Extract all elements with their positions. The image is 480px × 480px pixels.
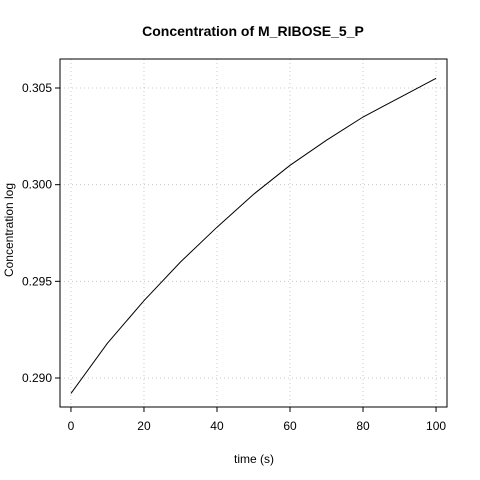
x-tick-label: 80 [356, 419, 370, 433]
x-tick-label: 0 [68, 419, 75, 433]
y-axis-label: Concentration log [2, 183, 16, 277]
y-tick-label: 0.295 [22, 274, 52, 288]
y-tick-label: 0.300 [22, 178, 52, 192]
x-tick-label: 60 [283, 419, 297, 433]
x-axis-label: time (s) [234, 452, 274, 466]
x-tick-label: 20 [137, 419, 151, 433]
plot-frame [59, 58, 448, 408]
grid [60, 59, 447, 407]
x-axis: 0 20 40 60 80 100 [68, 407, 446, 433]
y-tick-label: 0.305 [22, 81, 52, 95]
chart-title: Concentration of M_RIBOSE_5_P [142, 23, 364, 39]
y-tick-label: 0.290 [22, 371, 52, 385]
x-tick-label: 40 [210, 419, 224, 433]
series-line [70, 77, 437, 394]
x-tick-label: 100 [426, 419, 446, 433]
y-axis: 0.290 0.295 0.300 0.305 [22, 81, 60, 385]
